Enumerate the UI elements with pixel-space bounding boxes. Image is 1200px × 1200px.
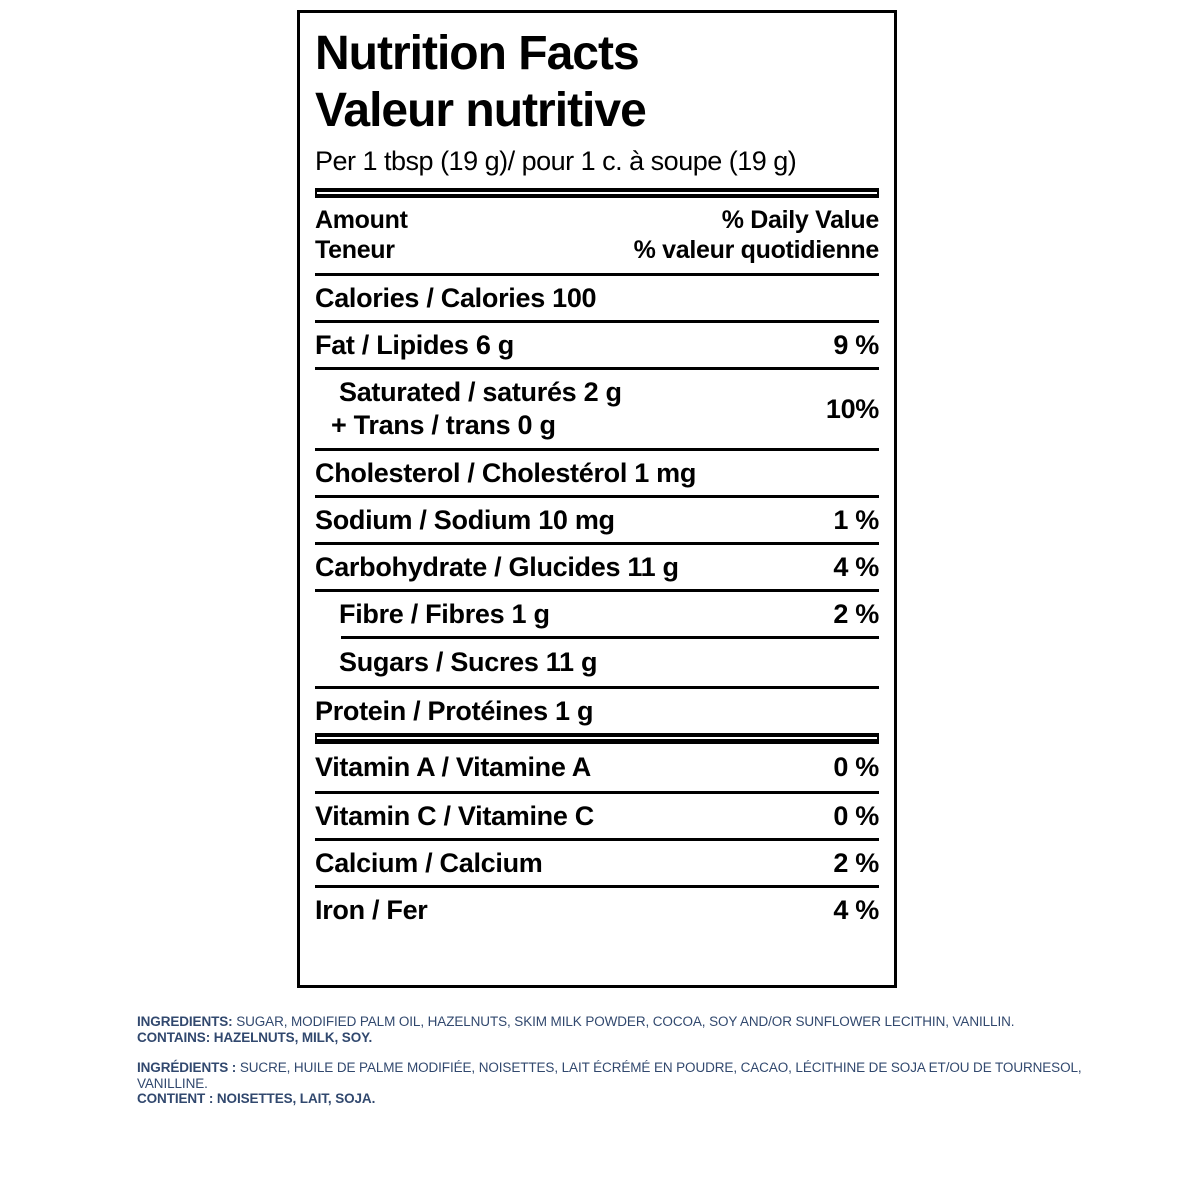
saturated-line: Saturated / saturés 2 g <box>339 377 622 407</box>
nutrient-dv: 4 % <box>833 551 879 582</box>
row-carbohydrate: Carbohydrate / Glucides 11 g 4 % <box>315 542 879 589</box>
row-vitamin-c: Vitamin C / Vitamine C 0 % <box>315 791 879 838</box>
ingredients-english: INGREDIENTS: SUGAR, MODIFIED PALM OIL, H… <box>137 1014 1147 1045</box>
nutrient-name: Calories / Calories 100 <box>315 282 597 313</box>
row-fibre: Fibre / Fibres 1 g 2 % <box>315 589 879 636</box>
nutrient-name: Saturated / saturés 2 g + Trans / trans … <box>315 376 622 442</box>
row-saturated-trans: Saturated / saturés 2 g + Trans / trans … <box>315 367 879 448</box>
row-fat: Fat / Lipides 6 g 9 % <box>315 320 879 367</box>
nutrient-dv: 0 % <box>833 800 879 831</box>
thick-divider-top <box>315 188 879 198</box>
ingredients-label-fr: INGRÉDIENTS : <box>137 1060 237 1075</box>
label-title-fr: Valeur nutritive <box>315 84 647 137</box>
ingredients-block: INGREDIENTS: SUGAR, MODIFIED PALM OIL, H… <box>137 1014 1147 1107</box>
trans-line: + Trans / trans 0 g <box>331 410 556 440</box>
nutrient-dv: 2 % <box>833 598 879 629</box>
amount-header-en: Amount <box>315 206 408 234</box>
nutrient-name: Cholesterol / Cholestérol 1 mg <box>315 457 697 488</box>
ingredients-list-fr-line2: VANILLINE. <box>137 1075 208 1091</box>
row-sodium: Sodium / Sodium 10 mg 1 % <box>315 495 879 542</box>
nutrient-name: Fibre / Fibres 1 g <box>339 598 550 629</box>
nutrient-name: Vitamin C / Vitamine C <box>315 800 594 831</box>
nutrient-name: Fat / Lipides 6 g <box>315 329 514 360</box>
nutrient-dv: 9 % <box>833 329 879 360</box>
column-header: Amount % Daily Value Teneur % valeur quo… <box>315 205 879 265</box>
nutrient-name: Calcium / Calcium <box>315 847 543 878</box>
ingredients-list-fr: INGRÉDIENTS : SUCRE, HUILE DE PALME MODI… <box>137 1060 1147 1076</box>
row-protein: Protein / Protéines 1 g <box>315 686 879 733</box>
row-calcium: Calcium / Calcium 2 % <box>315 838 879 885</box>
serving-size-line: Per 1 tbsp (19 g)/ pour 1 c. à soupe (19… <box>315 146 797 176</box>
row-vitamin-a: Vitamin A / Vitamine A 0 % <box>315 744 879 791</box>
ingredients-french: INGRÉDIENTS : SUCRE, HUILE DE PALME MODI… <box>137 1060 1147 1107</box>
ingredients-label-en: INGREDIENTS: <box>137 1014 233 1029</box>
row-sugars: Sugars / Sucres 11 g <box>315 639 879 686</box>
ingredients-text-en: SUGAR, MODIFIED PALM OIL, HAZELNUTS, SKI… <box>232 1014 1015 1029</box>
thick-divider-vitamins <box>315 733 879 744</box>
row-iron: Iron / Fer 4 % <box>315 885 879 932</box>
row-calories: Calories / Calories 100 <box>315 273 879 320</box>
nutrient-rows: Calories / Calories 100 Fat / Lipides 6 … <box>315 273 879 932</box>
indented-separator <box>341 636 879 639</box>
nutrient-name: Sugars / Sucres 11 g <box>339 647 598 677</box>
daily-value-header-fr: % valeur quotidienne <box>633 236 880 264</box>
nutrient-dv: 0 % <box>833 752 879 782</box>
label-title-en: Nutrition Facts <box>315 27 640 80</box>
ingredients-list-en: INGREDIENTS: SUGAR, MODIFIED PALM OIL, H… <box>137 1014 1147 1030</box>
nutrient-dv: 4 % <box>833 894 879 925</box>
ingredients-text-fr: SUCRE, HUILE DE PALME MODIFIÉE, NOISETTE… <box>236 1060 1082 1075</box>
nutrient-name: Sodium / Sodium 10 mg <box>315 504 615 535</box>
nutrition-facts-label: Nutrition Facts Valeur nutritive Per 1 t… <box>297 10 897 988</box>
nutrient-name: Vitamin A / Vitamine A <box>315 752 591 782</box>
nutrient-name: Protein / Protéines 1 g <box>315 695 594 726</box>
row-cholesterol: Cholesterol / Cholestérol 1 mg <box>315 448 879 495</box>
nutrient-dv: 2 % <box>833 847 879 878</box>
daily-value-header-en: % Daily Value <box>721 206 880 234</box>
nutrient-name: Carbohydrate / Glucides 11 g <box>315 551 679 582</box>
nutrient-dv: 10% <box>825 393 879 424</box>
nutrient-dv: 1 % <box>833 504 879 535</box>
amount-header-fr: Teneur <box>315 236 395 264</box>
nutrient-name: Iron / Fer <box>315 894 428 925</box>
contains-statement-en: CONTAINS: HAZELNUTS, MILK, SOY. <box>137 1029 373 1045</box>
contains-statement-fr: CONTIENT : NOISETTES, LAIT, SOJA. <box>137 1091 376 1106</box>
